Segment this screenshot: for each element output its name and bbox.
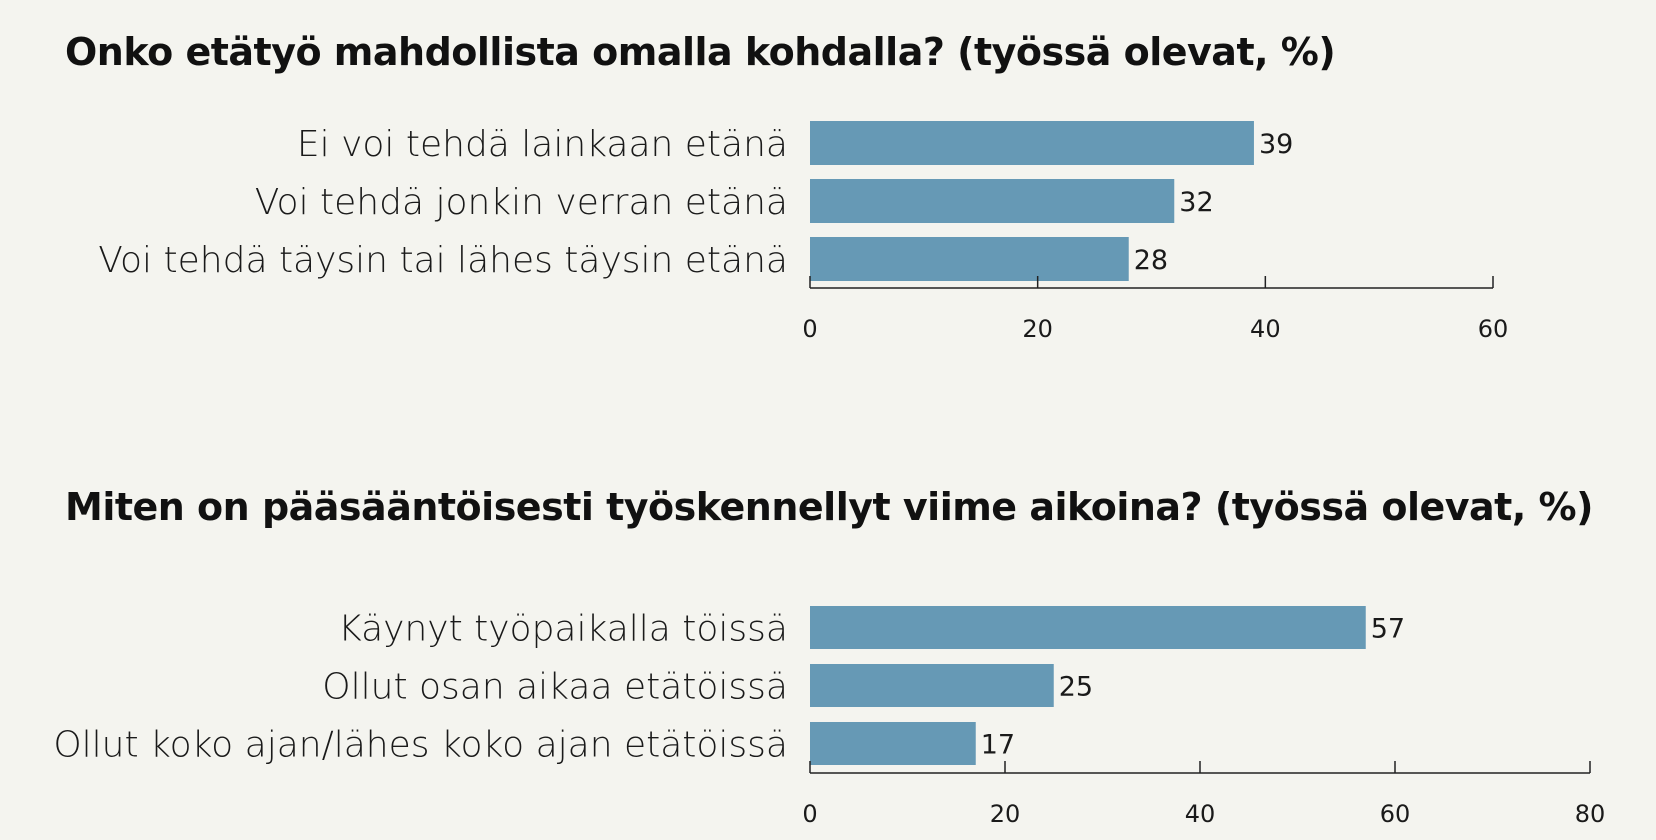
chart-work-mode: Miten on pääsääntöisesti työskennellyt v… [0,455,1656,840]
bar [810,664,1054,707]
x-tick-label: 80 [1575,800,1606,828]
x-tick-label: 60 [1478,315,1509,343]
x-tick-label: 0 [802,800,817,828]
x-tick-label: 40 [1250,315,1281,343]
category-label: Voi tehdä jonkin verran etänä [255,182,788,223]
bar [810,722,976,765]
chart-remote-possibility: Onko etätyö mahdollista omalla kohdalla?… [0,0,1656,400]
x-tick-label: 0 [802,315,817,343]
x-tick-label: 60 [1380,800,1411,828]
category-label: Voi tehdä täysin tai lähes täysin etänä [98,240,788,281]
category-label: Käynyt työpaikalla töissä [338,609,788,650]
data-label: 57 [1371,614,1405,645]
category-label: Ollut koko ajan/lähes koko ajan etätöiss… [53,725,788,766]
data-label: 32 [1179,187,1213,218]
chart-title: Onko etätyö mahdollista omalla kohdalla?… [65,30,1336,74]
data-label: 28 [1134,245,1168,276]
x-tick-label: 20 [1022,315,1053,343]
bar [810,121,1254,165]
category-label: Ei voi tehdä lainkaan etänä [297,124,788,165]
x-tick-label: 40 [1185,800,1216,828]
bar-plot: Ei voi tehdä lainkaan etänä 39 Voi tehdä j… [98,121,1509,343]
bar [810,179,1175,223]
category-label: Ollut osan aikaa etätöissä [322,667,788,708]
bar [810,606,1366,649]
bar [810,237,1129,281]
data-label: 17 [981,730,1015,761]
chart-title: Miten on pääsääntöisesti työskennellyt v… [65,485,1593,529]
x-tick-label: 20 [990,800,1021,828]
bar-plot: Käynyt työpaikalla töissä 57 Ollut osan ai… [53,606,1606,828]
data-label: 25 [1059,672,1093,703]
data-label: 39 [1259,129,1293,160]
